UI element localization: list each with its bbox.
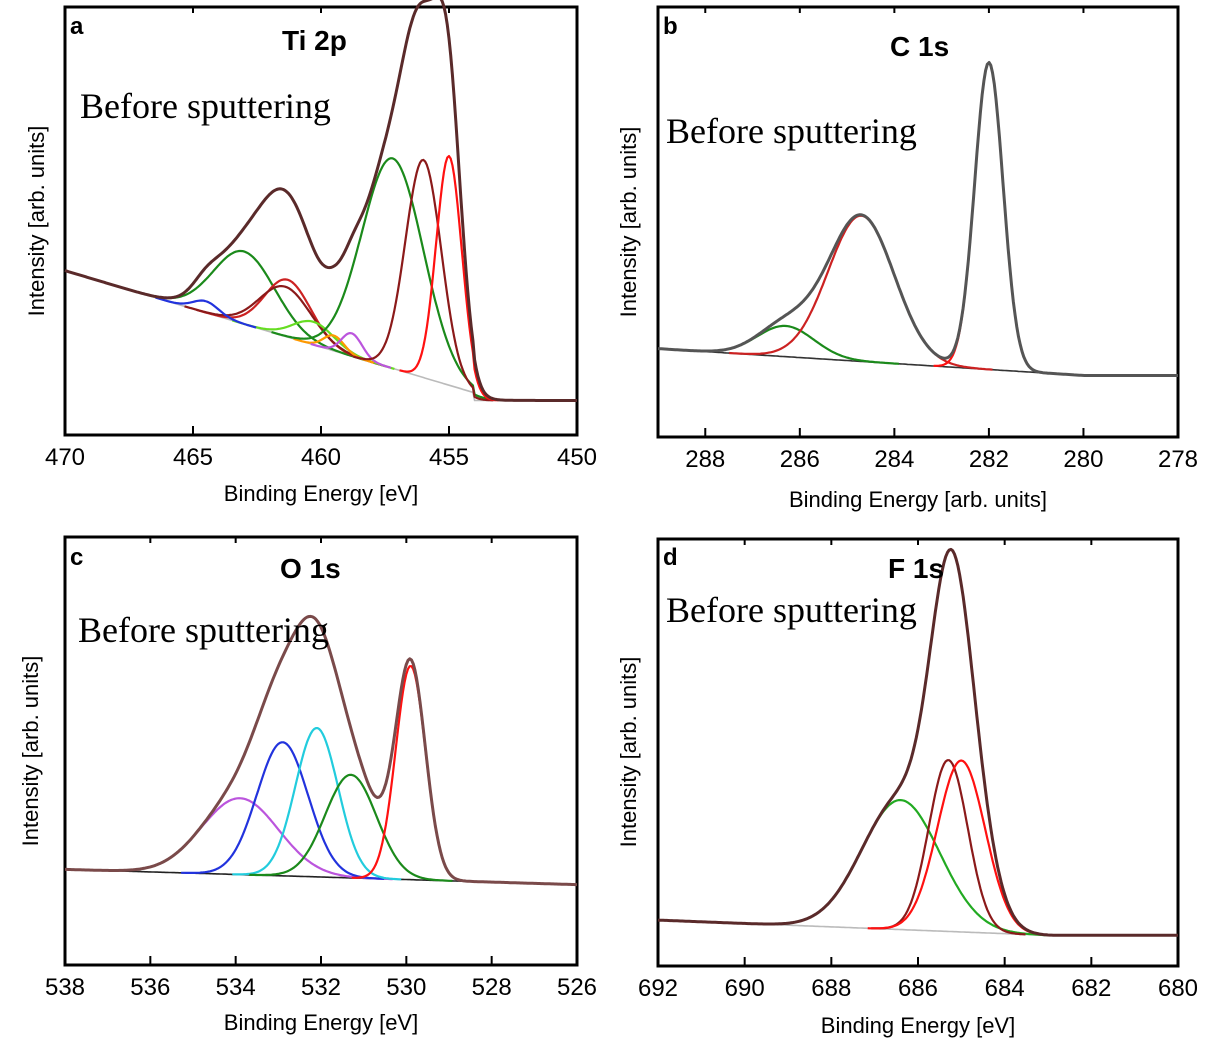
annotation-c: Before sputtering	[78, 610, 329, 650]
x-tick-label-b-2: 284	[874, 446, 914, 473]
x-tick-label-b-3: 282	[969, 446, 1009, 473]
x-tick-label-c-4: 530	[386, 974, 426, 1001]
panel-a: 470 465 460 455 450 a Ti 2p Before sputterin…	[24, 0, 597, 506]
panel-letter-d: d	[663, 544, 678, 571]
x-tick-label-b-5: 278	[1158, 446, 1198, 473]
x-tick-label-d-5: 682	[1071, 975, 1111, 1002]
envelope-line-c-5	[65, 614, 577, 887]
y-axis-label-c: Intensity [arb. units]	[18, 656, 43, 847]
x-axis-label-c: Binding Energy [eV]	[224, 1010, 418, 1035]
x-tick-label-c-0: 538	[45, 974, 85, 1001]
x-tick-label-b-0: 288	[685, 446, 725, 473]
x-tick-label-d-0: 692	[638, 975, 678, 1002]
series-layer-d	[657, 547, 1178, 937]
x-tick-label-a-4: 450	[557, 444, 597, 471]
x-tick-label-a-2: 460	[301, 444, 341, 471]
x-tick-label-a-0: 470	[45, 444, 85, 471]
x-tick-label-b-1: 286	[780, 446, 820, 473]
plot-area-b	[656, 5, 1180, 439]
peak-line-a-2	[184, 285, 387, 368]
x-axis-label-d: Binding Energy [eV]	[821, 1013, 1015, 1038]
x-tick-label-a-3: 455	[429, 444, 469, 471]
x-axis-label-a: Binding Energy [eV]	[224, 481, 418, 506]
envelope-line-b-3	[657, 61, 1178, 377]
x-tick-label-b-4: 280	[1063, 446, 1103, 473]
y-axis-label-d: Intensity [arb. units]	[616, 657, 641, 848]
panel-title-d: F 1s	[888, 553, 944, 584]
y-axis-label-a: Intensity [arb. units]	[24, 126, 49, 317]
tick-layer-c: 538 536 534 532 530 528 526	[45, 537, 597, 1001]
panel-letter-c: c	[70, 544, 83, 571]
x-tick-label-c-5: 528	[472, 974, 512, 1001]
peak-line-a-5	[310, 332, 392, 369]
panel-title-b: C 1s	[890, 31, 949, 62]
series-layer-c	[65, 614, 577, 887]
x-tick-label-d-6: 680	[1158, 975, 1198, 1002]
panel-b: 288 286 284 282 280 278 b C 1s Before sputter…	[616, 5, 1198, 512]
x-tick-label-a-1: 465	[173, 444, 213, 471]
peak-line-a-6	[155, 296, 257, 329]
x-tick-label-c-1: 536	[130, 974, 170, 1001]
annotation-a: Before sputtering	[80, 86, 331, 126]
series-layer-b	[657, 61, 1178, 377]
peak-line-a-8	[353, 158, 494, 402]
annotation-d: Before sputtering	[666, 590, 917, 630]
peak-line-c-1	[181, 741, 385, 880]
y-axis-label-b: Intensity [arb. units]	[616, 127, 641, 318]
envelope-line-d-3	[657, 547, 1178, 937]
x-tick-label-d-2: 688	[811, 975, 851, 1002]
x-tick-label-d-1: 690	[725, 975, 765, 1002]
x-tick-label-d-4: 684	[985, 975, 1025, 1002]
x-tick-label-c-6: 526	[557, 974, 597, 1001]
x-axis-label-b: Binding Energy [arb. units]	[789, 487, 1047, 512]
x-tick-label-c-2: 534	[216, 974, 256, 1001]
envelope-line-a-10	[64, 0, 577, 402]
x-tick-label-d-3: 686	[898, 975, 938, 1002]
panel-title-c: O 1s	[280, 553, 341, 584]
panel-letter-b: b	[663, 13, 678, 40]
series-layer-a	[64, 0, 577, 402]
panel-title-a: Ti 2p	[282, 25, 347, 56]
tick-layer-a: 470 465 460 455 450	[45, 7, 597, 471]
peak-line-c-3	[249, 773, 453, 882]
panel-letter-a: a	[70, 13, 84, 40]
peak-line-c-2	[232, 726, 402, 881]
annotation-b: Before sputtering	[666, 111, 917, 151]
x-tick-label-c-3: 532	[301, 974, 341, 1001]
tick-layer-d: 692 690 688 686 684 682 680	[638, 539, 1198, 1002]
panel-d: 692 690 688 686 684 682 680 d F 1s Before sput…	[616, 537, 1198, 1038]
plot-area-c	[63, 535, 579, 967]
tick-layer-b: 288 286 284 282 280 278	[685, 7, 1198, 473]
panel-c: 538 536 534 532 530 528 526 c O 1s Before sput…	[18, 535, 597, 1035]
plot-area-a	[63, 5, 579, 437]
peak-line-a-9	[399, 155, 499, 402]
